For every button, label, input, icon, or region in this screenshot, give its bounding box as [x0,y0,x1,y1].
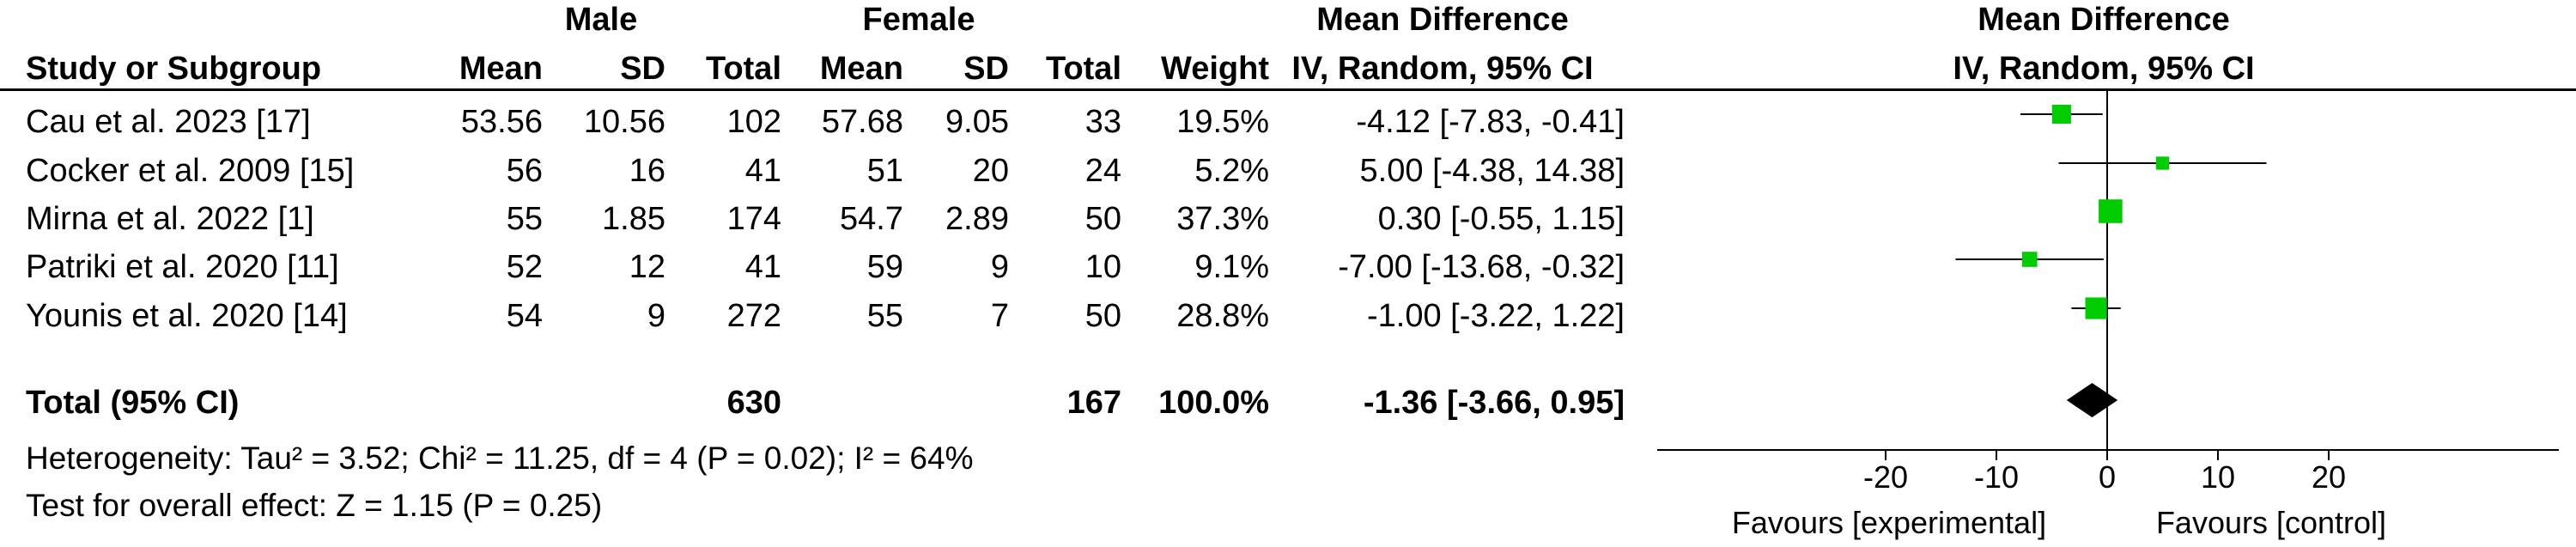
header-md-right-sub: IV, Random, 95% CI [1953,51,2255,87]
row-cell-weight: 28.8% [1176,298,1269,334]
row-cell-mean-f: 55 [866,298,903,334]
x-tick-label: -20 [1863,459,1908,495]
total-ci: -1.36 [-3.66, 0.95] [1363,385,1625,421]
row-cell-total-m: 41 [744,249,781,285]
x-tick-label: 20 [2312,459,2346,495]
x-tick-label: 0 [2099,459,2116,495]
header-md-right-top: Mean Difference [1978,2,2230,38]
row-cell-study: Younis et al. 2020 [14] [26,298,348,334]
study-square [2021,252,2038,267]
row-cell-sd-m: 10.56 [583,104,665,140]
row-cell-sd-m: 16 [629,153,665,189]
row-cell-ci: 5.00 [-4.38, 14.38] [1359,153,1625,189]
row-cell-mean-m: 53.56 [460,104,543,140]
row-cell-mean-f: 59 [866,249,903,285]
row-cell-ci: 0.30 [-0.55, 1.15] [1377,201,1625,237]
x-tick-label: -10 [1974,459,2019,495]
row-cell-total-f: 50 [1084,298,1121,334]
row-cell-sd-f: 9 [990,249,1009,285]
favours-control-label: Favours [control] [2156,505,2386,540]
total-weight: 100.0% [1158,385,1269,421]
row-cell-weight: 9.1% [1194,249,1269,285]
row-cell-total-f: 24 [1084,153,1121,189]
col-sd-female-header: SD [963,51,1009,87]
row-cell-sd-m: 9 [647,298,665,334]
col-mean-male-header: Mean [459,51,543,87]
study-square [2099,199,2123,223]
row-cell-total-m: 272 [726,298,781,334]
header-divider [0,88,2576,91]
row-cell-mean-f: 54.7 [840,201,903,237]
row-cell-mean-m: 56 [506,153,543,189]
row-cell-ci: -4.12 [-7.83, -0.41] [1356,104,1625,140]
header-group-male: Male [564,2,638,38]
row-cell-sd-m: 1.85 [602,201,665,237]
row-cell-total-m: 174 [726,201,781,237]
overall-effect-text: Test for overall effect: Z = 1.15 (P = 0… [26,488,603,523]
row-cell-sd-f: 2.89 [945,201,1009,237]
row-cell-sd-f: 9.05 [945,104,1009,140]
col-weight-header: Weight [1161,51,1269,87]
study-square [2155,156,2170,170]
col-mean-female-header: Mean [819,51,903,87]
heterogeneity-text: Heterogeneity: Tau² = 3.52; Chi² = 11.25… [26,441,974,476]
row-cell-sd-m: 12 [629,249,665,285]
row-cell-sd-f: 20 [972,153,1009,189]
row-cell-mean-m: 55 [506,201,543,237]
row-cell-study: Patriki et al. 2020 [11] [26,249,339,285]
row-cell-study: Cau et al. 2023 [17] [26,104,311,140]
row-cell-mean-m: 54 [506,298,543,334]
row-cell-ci: -7.00 [-13.68, -0.32] [1338,249,1625,285]
col-study-header: Study or Subgroup [26,51,322,87]
row-cell-study: Mirna et al. 2022 [1] [26,201,314,237]
col-total-male-header: Total [706,51,781,87]
col-sd-male-header: SD [620,51,665,87]
row-cell-mean-m: 52 [506,249,543,285]
total-label: Total (95% CI) [26,385,240,421]
total-female: 167 [1066,385,1121,421]
row-cell-mean-f: 51 [866,153,903,189]
total-male: 630 [726,385,781,421]
header-md-left-top: Mean Difference [1316,2,1569,38]
favours-experimental-label: Favours [experimental] [1732,505,2046,540]
study-square [2085,297,2107,319]
header-md-left-sub: IV, Random, 95% CI [1291,51,1594,87]
row-cell-ci: -1.00 [-3.22, 1.22] [1367,298,1625,334]
row-cell-total-m: 41 [744,153,781,189]
row-cell-weight: 37.3% [1176,201,1269,237]
row-cell-total-f: 50 [1084,201,1121,237]
header-group-female: Female [862,2,975,38]
pooled-diamond [2066,383,2118,417]
row-cell-study: Cocker et al. 2009 [15] [26,153,355,189]
row-cell-total-f: 10 [1084,249,1121,285]
row-cell-sd-f: 7 [990,298,1009,334]
x-tick-label: 10 [2201,459,2235,495]
row-cell-weight: 5.2% [1194,153,1269,189]
row-cell-total-f: 33 [1084,104,1121,140]
row-cell-mean-f: 57.68 [821,104,903,140]
col-total-female-header: Total [1046,51,1121,87]
row-cell-weight: 19.5% [1176,104,1269,140]
row-cell-total-m: 102 [726,104,781,140]
study-square [2051,104,2071,125]
